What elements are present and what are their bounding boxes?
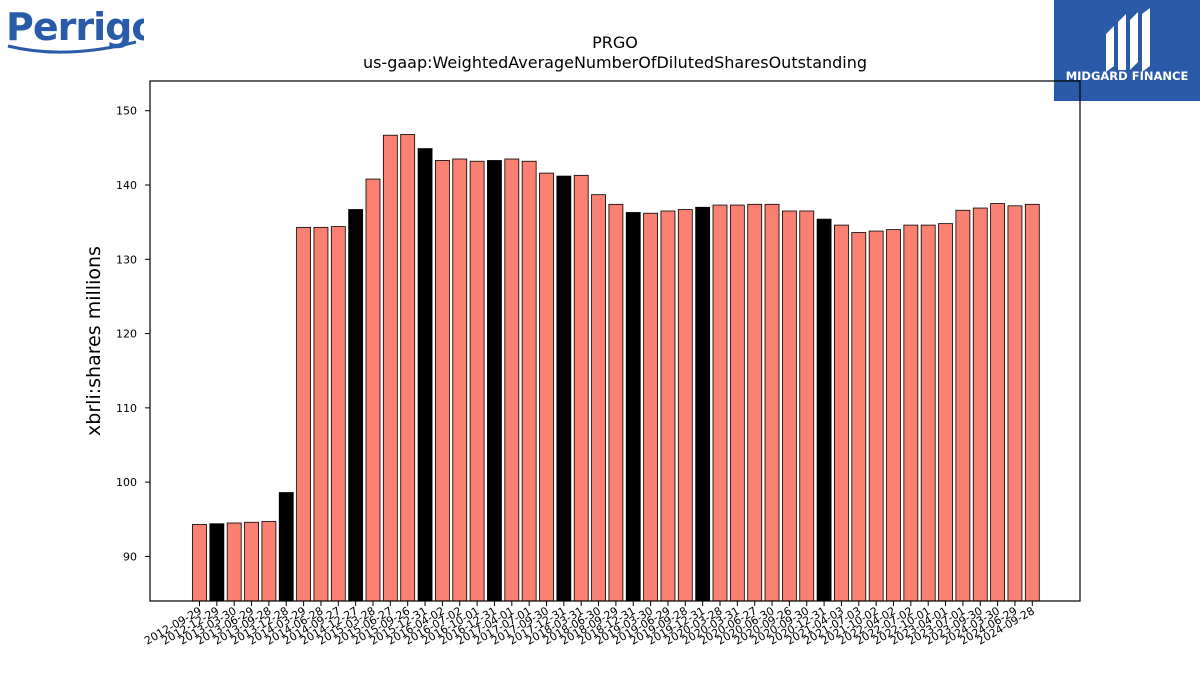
bar-2015-09-26 <box>400 134 416 602</box>
midgard-finance-logo: MIDGARD FINANCE <box>1054 0 1200 101</box>
bar-2016-12-31 <box>487 160 502 602</box>
bar-2016-04-02 <box>434 160 450 602</box>
bar-2022-10-01 <box>920 224 936 602</box>
bar-2021-07-03 <box>851 232 867 602</box>
bar-2020-03-28 <box>712 204 728 602</box>
bar-2012-09-29 <box>192 524 207 602</box>
bar-2021-10-02 <box>868 230 884 602</box>
bar-2014-12-27 <box>348 209 364 602</box>
bar-2019-03-30 <box>643 212 658 602</box>
bar-2020-12-31 <box>816 218 832 602</box>
bar-2013-06-29 <box>244 521 259 602</box>
bar-2024-03-30 <box>990 203 1005 602</box>
midgard-logo-text: MIDGARD FINANCE <box>1066 69 1189 83</box>
y-axis: 90 100 110 120 130 140 150 <box>116 105 150 563</box>
y-tick-label: 100 <box>116 476 137 489</box>
bar-2014-09-27 <box>330 226 346 602</box>
y-tick-label: 130 <box>116 253 137 266</box>
y-tick-label: 120 <box>116 328 137 341</box>
bar-2023-04-01 <box>938 223 953 602</box>
bar-2013-09-28 <box>261 521 277 602</box>
y-tick-label: 150 <box>116 105 137 118</box>
bar-2020-06-27 <box>747 203 763 602</box>
bar-2012-12-29 <box>209 523 225 602</box>
bar-2014-03-29 <box>296 226 312 602</box>
bar-2017-09-30 <box>539 172 554 602</box>
bars-group <box>192 134 1040 602</box>
bar-2024-06-29 <box>1007 205 1023 602</box>
bar-2019-09-28 <box>677 209 693 602</box>
chart-title: PRGO <box>592 33 638 52</box>
bar-2018-12-31 <box>625 212 641 602</box>
y-axis-label: xbrli:shares millions <box>83 246 105 436</box>
bar-2013-03-30 <box>226 522 242 602</box>
plot-frame <box>149 80 1081 602</box>
y-tick-label: 110 <box>116 402 137 415</box>
logo-swoosh <box>7 40 137 54</box>
bar-2013-12-28 <box>278 492 294 602</box>
bar-2019-06-29 <box>660 210 676 602</box>
bar-2023-09-30 <box>972 207 988 602</box>
bar-2021-04-03 <box>834 224 849 602</box>
bar-2014-06-28 <box>313 226 329 602</box>
bar-2020-03-31 <box>729 204 745 602</box>
bar-2018-06-30 <box>591 194 606 602</box>
bar-2015-12-31 <box>417 148 433 602</box>
bar-2020-09-26 <box>782 210 797 602</box>
bar-2024-09-28 <box>1024 203 1040 602</box>
x-axis: 2012-09-292012-12-292013-03-302013-06-29… <box>142 601 1037 648</box>
bar-2019-12-31 <box>695 206 711 602</box>
bar-2015-06-27 <box>382 134 398 602</box>
bar-2023-07-01 <box>955 209 971 602</box>
bar-2017-04-01 <box>504 158 520 602</box>
bar-2017-07-01 <box>521 160 537 602</box>
y-tick-label: 140 <box>116 179 137 192</box>
bar-2020-06-30 <box>764 203 780 602</box>
bar-2018-09-29 <box>608 203 624 602</box>
bar-2022-04-02 <box>886 229 901 602</box>
bar-2016-10-01 <box>469 160 485 602</box>
y-tick-label: 90 <box>123 550 137 563</box>
bar-2018-03-31 <box>573 174 589 602</box>
bar-2020-09-30 <box>799 210 815 602</box>
bar-2016-07-02 <box>452 158 468 602</box>
perrigo-logo: Perrigo <box>4 2 157 60</box>
bar-2022-07-02 <box>903 224 919 602</box>
bar-2015-03-28 <box>365 178 381 602</box>
chart-subtitle: us-gaap:WeightedAverageNumberOfDilutedSh… <box>363 53 867 72</box>
bar-2017-12-31 <box>556 175 572 602</box>
midgard-emblem-icon <box>1106 8 1150 72</box>
